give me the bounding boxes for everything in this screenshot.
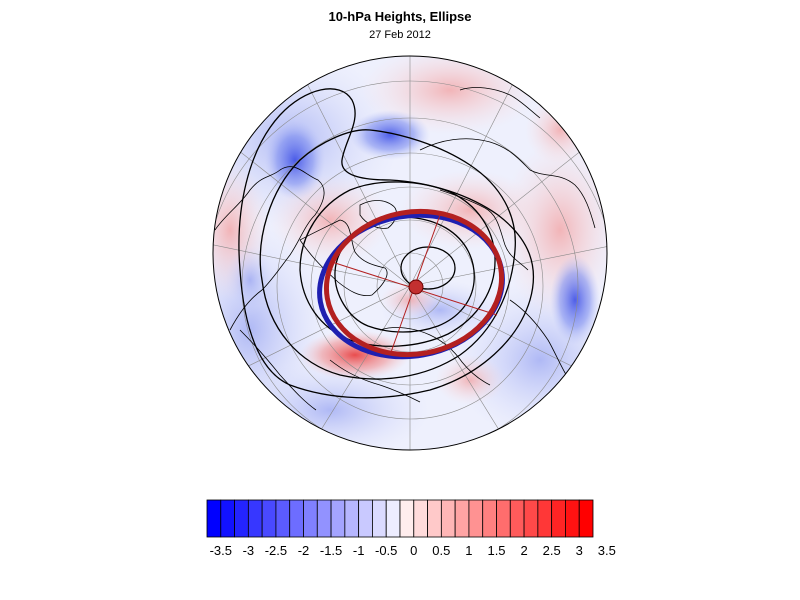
colorbar-tick-label: -2.5 <box>264 543 288 558</box>
globe-boundary <box>212 55 608 451</box>
colorbar-box <box>289 499 304 538</box>
colorbar-tick-label: 3.5 <box>597 543 616 558</box>
colorbar-tick-label: 2.5 <box>542 543 561 558</box>
colorbar-box <box>468 499 484 538</box>
colorbar-box <box>261 499 277 538</box>
colorbar-box <box>372 499 387 538</box>
colorbar-box <box>551 499 566 538</box>
colorbar-box <box>578 499 594 538</box>
colorbar-box <box>330 499 346 538</box>
colorbar-tick-label: -0.5 <box>375 543 398 558</box>
coastlines <box>214 87 596 411</box>
colorbar-box <box>399 499 415 538</box>
map-title: 10-hPa Heights, Ellipse <box>328 9 472 24</box>
colorbar-box <box>482 499 497 538</box>
colorbar-box <box>316 499 332 538</box>
colorbar-box <box>565 499 580 538</box>
ellipse-center-marker <box>408 279 424 295</box>
colorbar-tick-label: 0.5 <box>432 543 451 558</box>
colorbar-tick-label: -1 <box>352 543 365 558</box>
colorbar-box <box>509 499 525 538</box>
colorbar-box <box>496 499 511 538</box>
colorbar-box <box>344 499 360 538</box>
colorbar-tick-label: -1.5 <box>319 543 343 558</box>
colorbar-box <box>206 499 222 538</box>
colorbar-tick-label: 1 <box>465 543 473 558</box>
colorbar-tick-label: -3.5 <box>209 543 232 558</box>
colorbar-tick-label: 2 <box>520 543 528 558</box>
colorbar-tick-label: -2 <box>297 543 310 558</box>
colorbar-box <box>523 499 539 538</box>
colorbar-box <box>413 499 428 538</box>
colorbar-tick-label: -3 <box>242 543 255 558</box>
colorbar-box <box>234 499 249 538</box>
colorbar-box <box>275 499 291 538</box>
colorbar-box <box>220 499 235 538</box>
colorbar-box <box>247 499 263 538</box>
colorbar-tick-label: 1.5 <box>487 543 506 558</box>
colorbar-box <box>454 499 470 538</box>
colorbar-box <box>537 499 553 538</box>
colorbar-tick-label: 0 <box>410 543 418 558</box>
map-date: 27 Feb 2012 <box>369 29 431 41</box>
colorbar-box <box>303 499 318 538</box>
colorbar-box <box>440 499 456 538</box>
anomaly-field <box>213 56 607 450</box>
colorbar-box <box>385 499 401 538</box>
ellipse-outline-red <box>323 208 505 358</box>
colorbar-tick-label: 3 <box>575 543 583 558</box>
colorbar-box <box>427 499 442 538</box>
colorbar-box <box>358 499 373 538</box>
